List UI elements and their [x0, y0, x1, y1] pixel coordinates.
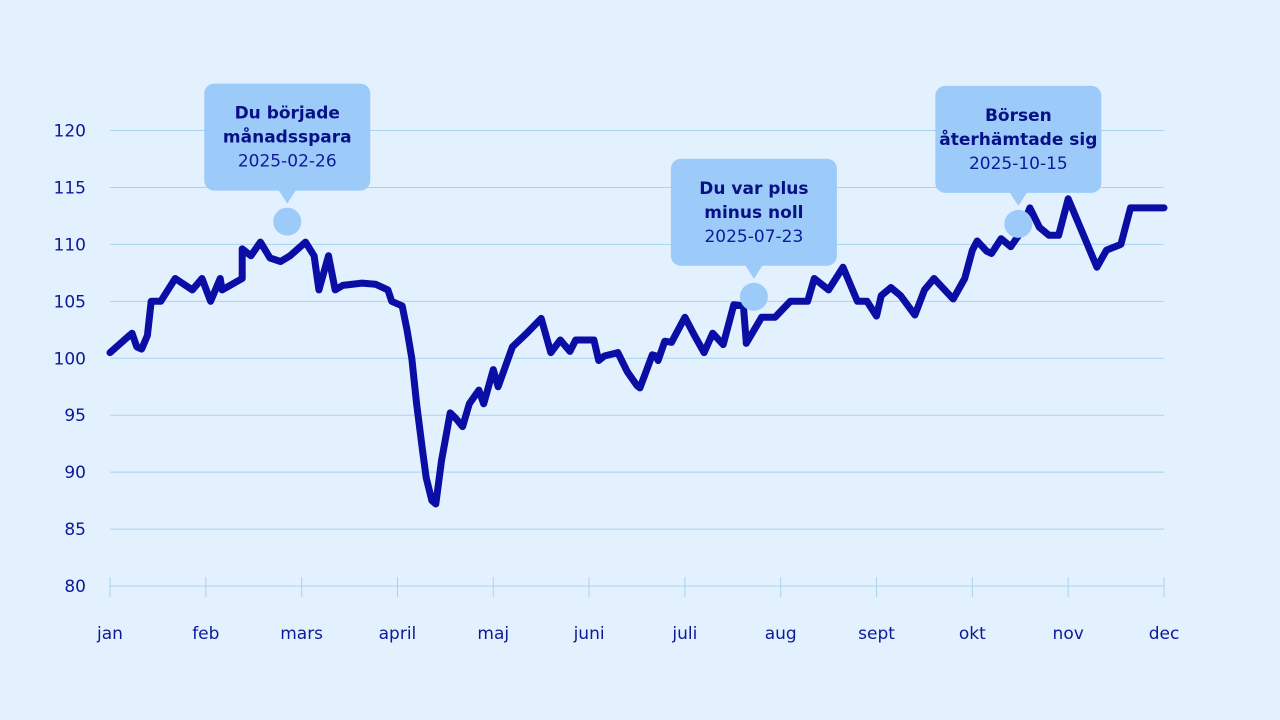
x-tick-label-april: april	[379, 624, 417, 644]
annotation-title-line: Börsen	[985, 106, 1052, 126]
y-tick-label-100: 100	[54, 349, 86, 369]
x-tick-label-aug: aug	[765, 624, 797, 644]
annotation-marker	[739, 282, 768, 311]
y-tick-label-90: 90	[64, 463, 86, 483]
x-tick-label-feb: feb	[192, 624, 219, 644]
annotation-marker	[273, 207, 302, 236]
annotation-title: Du började månadsspara	[223, 104, 352, 148]
annotation-title-line: månadsspara	[223, 126, 352, 148]
annotation-date: 2025-10-15	[969, 154, 1068, 174]
x-tick-label-sept: sept	[858, 624, 895, 644]
x-axis-labels: jan feb mars april maj juni juli aug sept okt nov d…	[96, 624, 1179, 644]
x-tick-label-dec: dec	[1149, 624, 1180, 644]
x-tick-label-maj: maj	[477, 624, 509, 644]
y-tick-label-110: 110	[54, 235, 86, 255]
series-line-0	[106, 195, 1168, 508]
annotation-callout-pointer	[1009, 191, 1028, 206]
annotation-marker	[1004, 209, 1033, 238]
y-tick-label-95: 95	[64, 406, 86, 426]
annotation-title-line: återhämtade sig	[939, 128, 1097, 150]
y-axis-labels: 80 85 90 95 100 105 110 115 120	[54, 122, 86, 598]
annotation-callout-pointer	[744, 264, 763, 279]
x-tick-label-juli: juli	[671, 624, 697, 644]
annotation-title-line: minus noll	[704, 203, 803, 223]
annotation-2: Du var plus minus noll 2025-07-23	[670, 158, 837, 311]
annotation-callout-box	[204, 83, 371, 191]
annotation-callout-box	[670, 158, 837, 266]
annotation-callout-pointer	[278, 189, 297, 204]
x-tick-label-mars: mars	[280, 624, 323, 644]
annotations: Du började månadsspara 2025-02-26 Du var pl…	[204, 83, 1102, 311]
annotation-title-line: Du började	[235, 104, 340, 124]
annotation-title-line: Du var plus	[699, 179, 808, 199]
annotation-3: Börsen återhämtade sig 2025-10-15	[935, 85, 1102, 238]
x-tick-label-nov: nov	[1053, 624, 1084, 644]
y-tick-label-85: 85	[64, 520, 86, 540]
y-tick-label-105: 105	[54, 292, 86, 312]
x-tick-label-jan: jan	[96, 624, 123, 644]
annotation-title: Börsen återhämtade sig	[939, 106, 1097, 150]
annotation-1: Du började månadsspara 2025-02-26	[204, 83, 371, 236]
y-tick-label-80: 80	[64, 577, 86, 597]
y-tick-label-115: 115	[54, 178, 86, 198]
x-tick-label-juni: juni	[573, 624, 605, 644]
series-layer	[106, 195, 1168, 508]
y-tick-label-120: 120	[54, 122, 86, 142]
annotation-title: Du var plus minus noll	[699, 179, 808, 223]
x-axis	[109, 577, 1165, 597]
annotation-date: 2025-02-26	[238, 152, 337, 172]
annotation-date: 2025-07-23	[704, 227, 803, 247]
annotation-callout-box	[935, 85, 1102, 193]
x-tick-label-okt: okt	[959, 624, 986, 644]
